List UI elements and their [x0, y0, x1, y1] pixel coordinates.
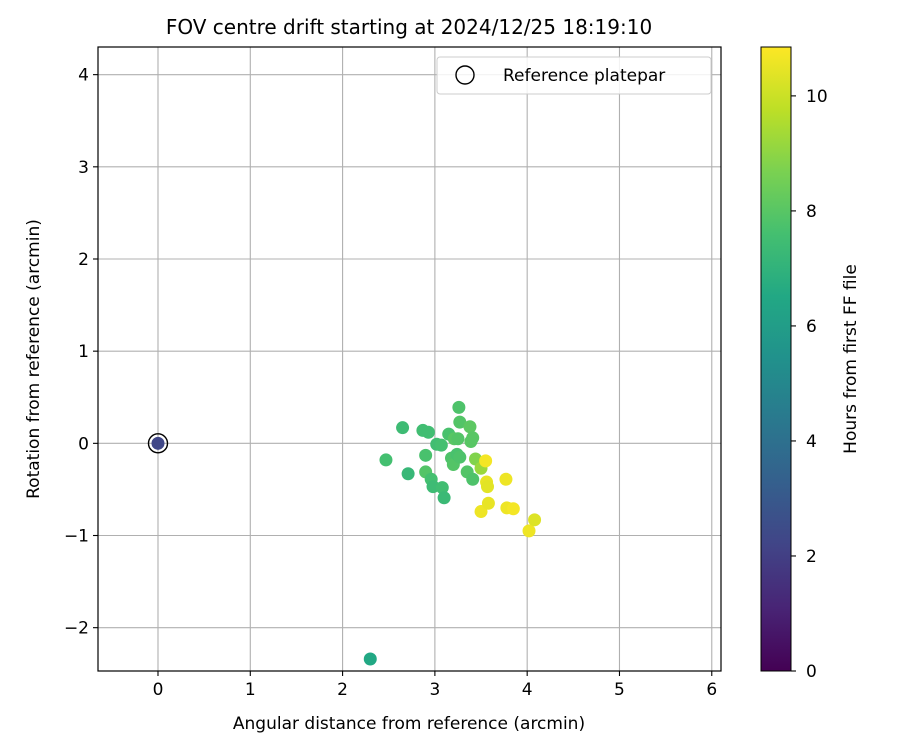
x-tick-label: 0 — [153, 680, 164, 700]
colorbar-ticks: 0 2 4 6 8 10 — [791, 87, 828, 682]
y-tick-label: 4 — [78, 66, 89, 86]
colorbar-tick-label: 4 — [806, 432, 817, 452]
legend-marker — [455, 65, 475, 85]
data-point — [419, 448, 433, 462]
legend-box — [436, 56, 712, 95]
plot-area-frame — [97, 46, 722, 672]
x-tick-label: 1 — [245, 680, 256, 700]
colorbar-label: Hours from first FF file — [841, 264, 861, 454]
data-point — [474, 505, 488, 519]
data-point — [396, 421, 410, 435]
legend-entry-label: Reference platepar — [503, 66, 665, 86]
y-axis-label: Rotation from reference (arcmin) — [24, 219, 44, 499]
data-point — [401, 467, 415, 481]
data-point — [421, 425, 435, 439]
data-point — [481, 496, 495, 510]
y-tick-label: 3 — [78, 158, 89, 178]
data-point — [480, 480, 494, 494]
x-tick-label: 3 — [429, 680, 440, 700]
data-point — [479, 454, 493, 468]
reference-platepar-marker — [147, 433, 169, 454]
data-point — [435, 481, 449, 495]
data-point — [466, 472, 480, 486]
colorbar-tick-label: 0 — [806, 662, 817, 682]
data-point — [453, 415, 467, 429]
x-axis-ticks: 0 1 2 3 4 5 6 — [153, 671, 717, 700]
legend: Reference platepar — [436, 56, 712, 95]
data-point — [451, 432, 465, 446]
grid-lines — [98, 47, 721, 671]
data-point — [499, 472, 513, 486]
data-point — [379, 453, 393, 467]
data-point — [437, 491, 451, 505]
data-point — [151, 436, 165, 450]
data-point — [363, 652, 377, 666]
y-tick-label: 0 — [78, 434, 89, 454]
data-point — [522, 524, 536, 538]
y-tick-label: 1 — [78, 342, 89, 362]
data-point — [466, 431, 480, 445]
colorbar-tick-label: 2 — [806, 547, 817, 567]
y-axis-ticks: −2 −1 0 1 2 3 4 — [64, 66, 98, 639]
y-tick-label: −1 — [64, 527, 89, 547]
x-tick-label: 4 — [522, 680, 533, 700]
data-point — [452, 400, 466, 414]
y-tick-label: −2 — [64, 619, 89, 639]
data-point — [463, 420, 477, 434]
data-points — [147, 400, 542, 666]
y-tick-label: 2 — [78, 250, 89, 270]
colorbar-tick-label: 10 — [806, 87, 828, 107]
data-point — [434, 438, 448, 452]
colorbar-gradient — [760, 46, 792, 672]
colorbar-tick-label: 6 — [806, 317, 817, 337]
data-point — [453, 450, 467, 464]
x-tick-label: 6 — [706, 680, 717, 700]
x-axis-label: Angular distance from reference (arcmin) — [233, 714, 585, 734]
colorbar-tick-label: 8 — [806, 202, 817, 222]
colorbar: 0 2 4 6 8 10 Hours from first FF file — [760, 46, 861, 682]
data-point — [506, 502, 520, 516]
data-point — [528, 513, 542, 527]
chart-title: FOV centre drift starting at 2024/12/25 … — [166, 15, 652, 39]
x-tick-label: 5 — [614, 680, 625, 700]
x-tick-label: 2 — [337, 680, 348, 700]
